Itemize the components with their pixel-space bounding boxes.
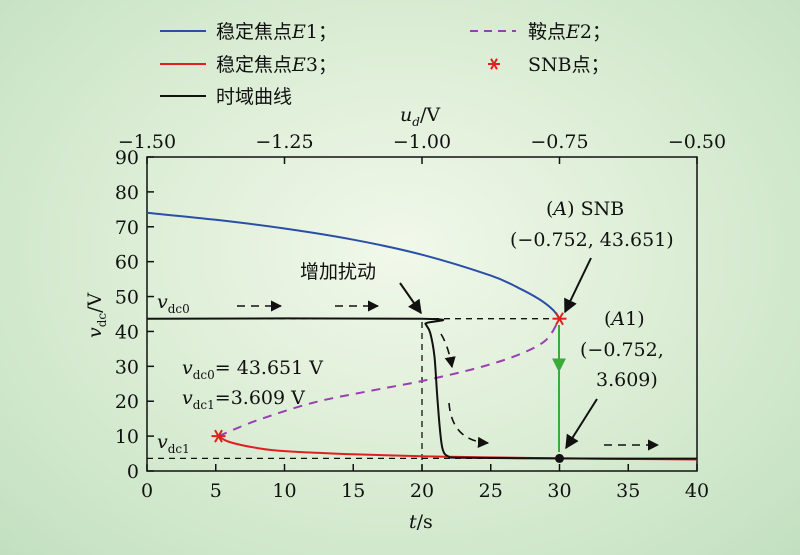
snb-marker bbox=[552, 312, 567, 326]
a1-label: (A1) bbox=[604, 308, 645, 330]
y-tick-label: 70 bbox=[115, 217, 139, 239]
y-tick-label: 10 bbox=[115, 426, 139, 448]
x-tick-label: 5 bbox=[210, 480, 222, 502]
legend-label-e1: 稳定焦点E1； bbox=[216, 21, 337, 43]
y-tick-label: 50 bbox=[115, 287, 139, 309]
y-tick-label: 60 bbox=[115, 252, 139, 274]
x-axis-label: t/s bbox=[409, 511, 433, 533]
top-tick-label: −1.50 bbox=[118, 131, 176, 153]
legend: 稳定焦点E1； 鞍点E2； 稳定焦点E3； SNB点； 时域曲线 bbox=[160, 21, 611, 108]
snb-label: (A) SNB bbox=[546, 198, 624, 220]
y-tick-label: 30 bbox=[115, 356, 139, 378]
x-tick-label: 40 bbox=[685, 480, 709, 502]
x-tick-label: 10 bbox=[272, 480, 296, 502]
snb-coords: (−0.752, 43.651) bbox=[510, 229, 674, 251]
x-tick-label: 30 bbox=[547, 480, 571, 502]
snb-marker bbox=[211, 429, 226, 443]
a1-coords-line1: (−0.752, bbox=[580, 339, 664, 361]
series-line-2 bbox=[218, 318, 561, 438]
a1-pointer bbox=[565, 398, 598, 450]
vdc0-value-label: vdc0= 43.651 V bbox=[182, 357, 323, 382]
disturb-pointer bbox=[399, 282, 422, 315]
top-tick-label: −0.75 bbox=[530, 131, 588, 153]
top-tick-label: −1.25 bbox=[255, 131, 313, 153]
vdc1-value-label: vdc1=3.609 V bbox=[182, 387, 305, 412]
series-line-3 bbox=[217, 435, 698, 461]
x-tick-label: 20 bbox=[410, 480, 434, 502]
top-axis-label: ud/V bbox=[400, 104, 440, 129]
y-tick-label: 40 bbox=[115, 321, 139, 343]
series-line-1 bbox=[146, 211, 561, 320]
direction-arrows bbox=[237, 300, 660, 451]
axes: 0 5 10 15 20 25 30 35 40 0 10 20 30 40 50 60 70 80 90−1.50… bbox=[115, 131, 726, 502]
top-tick-label: −1.00 bbox=[393, 131, 451, 153]
a1-coords-line2: 3.609) bbox=[596, 369, 658, 391]
legend-swatch-snb bbox=[488, 58, 500, 70]
disturb-label: 增加扰动 bbox=[300, 261, 376, 283]
legend-label-e3: 稳定焦点E3； bbox=[216, 54, 337, 76]
markers bbox=[211, 312, 567, 463]
y-tick-label: 80 bbox=[115, 182, 139, 204]
y-tick-label: 90 bbox=[115, 147, 139, 169]
y-tick-label: 20 bbox=[115, 391, 139, 413]
x-tick-label: 15 bbox=[341, 480, 365, 502]
equilibrium-dot bbox=[555, 453, 564, 463]
x-tick-label: 25 bbox=[479, 480, 503, 502]
y-axis-label: vdc/V bbox=[84, 292, 109, 338]
legend-label-snb: SNB点； bbox=[528, 54, 610, 76]
vdc0-axis-label: vdc0 bbox=[157, 291, 190, 316]
top-tick-label: −0.50 bbox=[668, 131, 726, 153]
snb-pointer bbox=[564, 257, 592, 314]
y-tick-label: 0 bbox=[127, 461, 139, 483]
legend-label-time: 时域曲线 bbox=[216, 86, 292, 108]
x-tick-label: 0 bbox=[141, 480, 153, 502]
vdc1-axis-label: vdc1 bbox=[157, 431, 190, 456]
legend-label-e2: 鞍点E2； bbox=[528, 21, 611, 43]
x-tick-label: 35 bbox=[616, 480, 640, 502]
guide-lines bbox=[147, 318, 560, 471]
